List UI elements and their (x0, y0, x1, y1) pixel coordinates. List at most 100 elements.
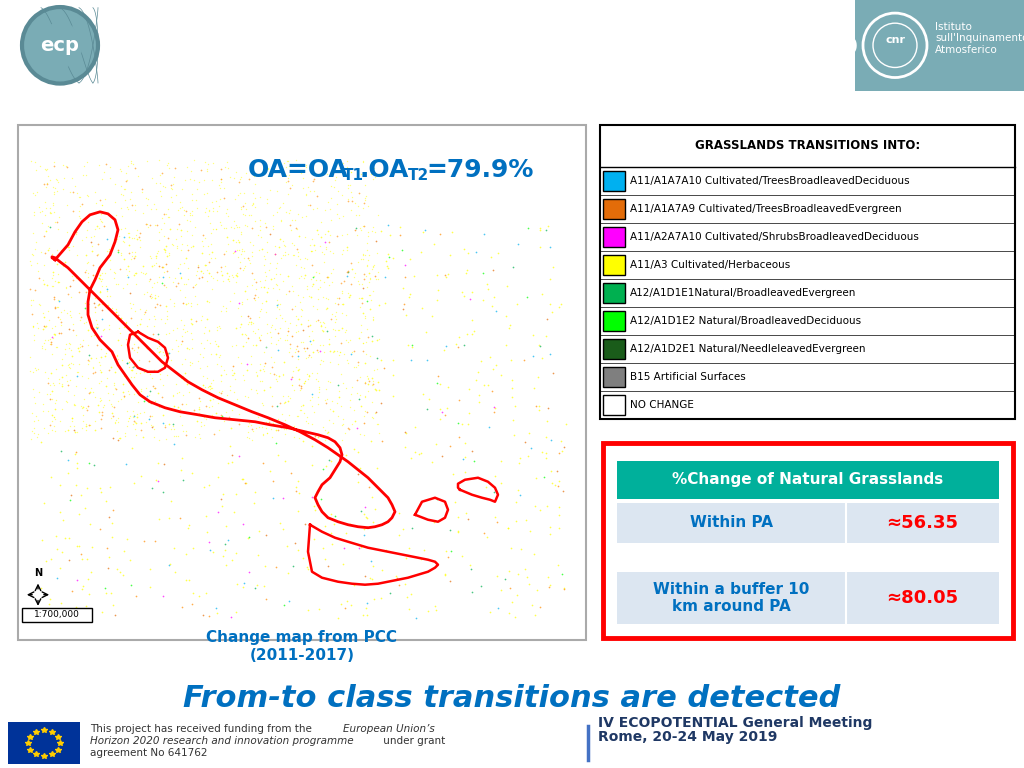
Point (344, 346, 360, 359)
Point (142, 288, 159, 300)
Point (89, 250, 105, 262)
Point (132, 303, 148, 316)
Point (180, 519, 197, 531)
Point (116, 253, 132, 265)
Point (343, 257, 359, 270)
Point (284, 280, 300, 293)
Point (509, 588, 525, 601)
Point (306, 238, 323, 250)
Point (125, 361, 141, 373)
Point (214, 500, 230, 512)
Point (161, 511, 177, 524)
Point (297, 376, 313, 388)
Point (248, 339, 264, 352)
Point (200, 240, 216, 252)
Point (295, 552, 311, 564)
Point (151, 270, 167, 283)
Point (127, 416, 143, 429)
Point (212, 323, 228, 335)
Point (484, 385, 501, 397)
Point (27, 188, 43, 200)
Point (65, 186, 81, 198)
Point (296, 376, 312, 389)
Point (29, 186, 45, 198)
Point (229, 302, 246, 314)
Point (110, 350, 126, 362)
Point (96, 399, 113, 411)
Point (133, 385, 150, 397)
Point (291, 432, 307, 445)
Point (466, 455, 482, 467)
Point (456, 243, 472, 255)
Point (528, 400, 545, 412)
Point (162, 223, 178, 235)
Point (356, 220, 373, 233)
Point (493, 369, 509, 382)
Point (93, 198, 110, 210)
Point (298, 352, 314, 364)
Point (80, 257, 96, 269)
Point (456, 339, 472, 351)
Point (290, 325, 306, 337)
Point (369, 247, 385, 260)
Point (310, 485, 327, 497)
Point (115, 386, 131, 399)
Point (371, 333, 387, 345)
Point (298, 280, 314, 292)
Point (178, 425, 195, 438)
Point (38, 181, 54, 194)
Point (81, 518, 97, 530)
Point (374, 435, 390, 447)
Point (378, 545, 394, 557)
Point (350, 476, 367, 488)
Point (319, 559, 336, 571)
Point (50, 293, 67, 306)
Point (73, 489, 89, 502)
Point (335, 244, 351, 257)
Point (32, 160, 48, 172)
Point (63, 310, 80, 323)
Point (318, 302, 335, 314)
Point (504, 390, 520, 402)
Point (52, 597, 69, 609)
Point (551, 521, 567, 534)
Point (55, 172, 72, 184)
Point (171, 386, 187, 399)
Point (473, 580, 489, 592)
Point (124, 246, 140, 258)
Point (123, 302, 139, 314)
Point (80, 285, 96, 297)
Point (237, 390, 253, 402)
Point (523, 442, 540, 454)
Point (34, 339, 50, 352)
Point (267, 278, 284, 290)
Point (356, 249, 373, 261)
Point (259, 162, 275, 174)
Point (245, 316, 261, 329)
Point (323, 455, 339, 468)
Point (271, 283, 288, 295)
Point (396, 297, 413, 310)
Point (261, 413, 278, 425)
Point (39, 280, 55, 292)
Point (303, 325, 319, 337)
Point (44, 415, 60, 427)
Point (139, 218, 156, 230)
Point (311, 386, 328, 398)
Point (83, 566, 99, 578)
Point (366, 162, 382, 174)
Point (228, 606, 245, 618)
Point (119, 419, 135, 432)
Point (57, 282, 74, 294)
Point (92, 523, 109, 535)
Point (140, 355, 157, 367)
Point (161, 247, 177, 259)
Point (357, 270, 374, 282)
Point (46, 188, 62, 200)
Point (78, 419, 94, 431)
Point (429, 376, 445, 389)
Point (224, 404, 241, 416)
Point (92, 396, 109, 408)
Point (49, 216, 66, 228)
Point (271, 200, 288, 213)
